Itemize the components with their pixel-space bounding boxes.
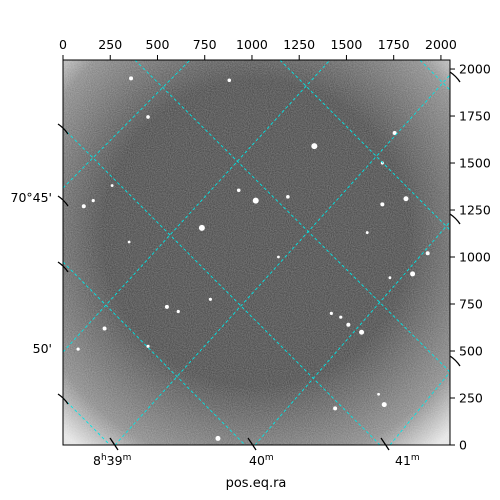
star-point	[346, 322, 351, 327]
star-point	[252, 197, 259, 204]
ra-tick-mark	[109, 437, 119, 451]
ra-gridline	[419, 60, 450, 91]
ra-gridline	[63, 397, 111, 445]
star-point	[91, 199, 95, 203]
stars-layer	[76, 76, 430, 441]
top-tick-label: 750	[193, 37, 217, 52]
star-point	[76, 347, 80, 351]
ra-tick-label-2: 40m	[249, 453, 274, 468]
star-point	[392, 130, 397, 135]
plot-area	[63, 60, 450, 445]
dec-gridline	[63, 60, 191, 189]
star-point	[208, 297, 212, 301]
top-tick-label: 2000	[425, 37, 457, 52]
celestial-grid	[63, 60, 450, 445]
star-point	[380, 161, 384, 165]
star-point	[381, 402, 387, 408]
star-point	[236, 188, 241, 193]
ra-gridline	[279, 60, 450, 231]
star-point	[410, 271, 416, 277]
star-point	[380, 202, 385, 207]
dec-tick-mark	[449, 213, 461, 225]
star-point	[333, 406, 338, 411]
right-tick-label: 1250	[459, 203, 491, 218]
star-point	[329, 311, 333, 316]
star-point	[215, 435, 221, 441]
star-point	[81, 204, 86, 209]
right-pixel-axis: 0 250 500 750 1000 1250 1500 1750 2000	[450, 62, 491, 453]
top-pixel-axis: 0 250 500 750 1000 1250 1500 1750 2000	[59, 37, 457, 60]
dec-tick-mark	[449, 71, 461, 83]
star-point	[129, 76, 134, 81]
top-tick-label: 1000	[236, 37, 268, 52]
ra-tick-label-3: 41m	[395, 453, 420, 468]
top-tick-label: 1500	[331, 37, 363, 52]
star-point	[146, 115, 150, 119]
star-point	[286, 195, 290, 199]
star-point	[403, 196, 409, 202]
star-point	[359, 329, 365, 335]
right-tick-label: 1750	[459, 109, 491, 124]
star-point	[127, 240, 131, 244]
ra-tick-label-1: 8h39m	[93, 453, 131, 468]
top-tick-label: 250	[98, 37, 122, 52]
right-tick-label: 750	[459, 297, 483, 312]
ra-tick-mark	[380, 437, 390, 451]
star-point	[164, 304, 169, 309]
dec-tick-mark	[57, 261, 69, 273]
dec-tick-mark	[57, 393, 69, 405]
plot-frame	[62, 59, 451, 446]
right-tick-label: 2000	[459, 62, 491, 77]
star-point	[425, 251, 430, 256]
ra-tick-mark	[247, 437, 257, 451]
top-tick-label: 500	[146, 37, 170, 52]
ra-gridline	[63, 261, 246, 445]
star-point	[377, 392, 380, 396]
dec-tick-mark	[57, 123, 69, 135]
star-point	[176, 309, 180, 314]
dec-ticks	[57, 71, 461, 405]
top-tick-label: 1250	[283, 37, 315, 52]
ra-ticks	[109, 437, 390, 451]
star-point	[198, 224, 205, 231]
star-point	[365, 231, 369, 234]
star-point	[339, 315, 343, 319]
ra-gridline	[134, 60, 450, 373]
edge-vignette	[63, 60, 450, 445]
top-tick-label: 0	[59, 37, 67, 52]
star-point	[277, 255, 280, 259]
star-point	[110, 184, 114, 187]
right-tick-label: 500	[459, 344, 483, 359]
star-point	[146, 344, 150, 348]
x-axis-title: pos.eq.ra	[226, 476, 287, 491]
top-tick-label: 1750	[378, 37, 410, 52]
dec-gridline	[114, 74, 450, 445]
dec-tick-label-1: 70°45'	[11, 190, 53, 205]
right-tick-label: 250	[459, 391, 483, 406]
right-tick-label: 1500	[459, 156, 491, 171]
dec-tick-label-2: 50'	[33, 341, 52, 356]
star-point	[102, 326, 107, 331]
dec-gridline	[389, 371, 450, 445]
right-tick-label: 1000	[459, 250, 491, 265]
right-tick-label: 0	[459, 438, 467, 453]
dec-tick-mark	[449, 355, 461, 367]
star-point	[311, 143, 318, 150]
star-point	[388, 276, 392, 280]
star-point	[227, 78, 232, 83]
dec-tick-mark	[57, 195, 69, 207]
